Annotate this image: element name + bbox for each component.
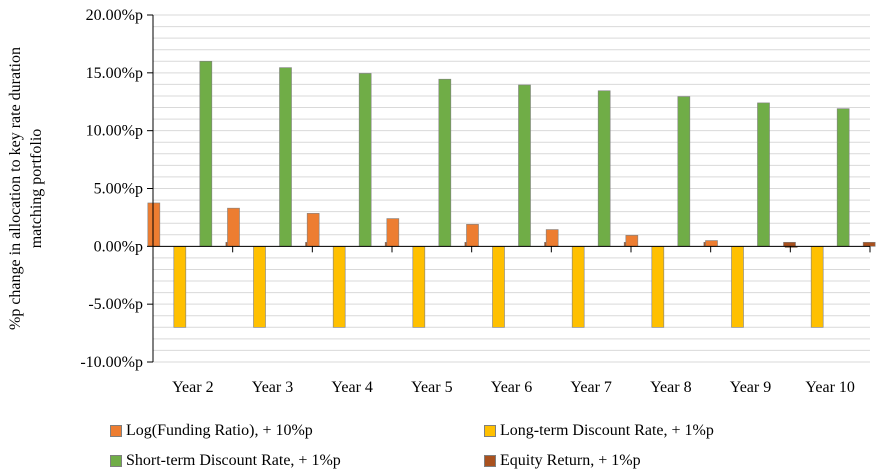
bar xyxy=(862,241,876,247)
bar xyxy=(306,213,320,247)
bar xyxy=(412,246,426,328)
legend-item-equity-return: Equity Return, + 1%p xyxy=(484,452,641,470)
bar xyxy=(705,240,718,247)
x-tick-label: Year 5 xyxy=(411,379,452,396)
legend-item-funding-ratio: Log(Funding Ratio), + 10%p xyxy=(110,422,313,440)
bar xyxy=(518,84,531,247)
bar xyxy=(492,246,505,328)
legend-swatch xyxy=(110,455,122,467)
legend-label: Long-term Discount Rate, + 1%p xyxy=(500,422,714,439)
bar xyxy=(571,246,585,328)
y-axis-label-line-1: %p change in allocation to key rate dura… xyxy=(7,47,24,330)
legend-label: Short-term Discount Rate, + 1%p xyxy=(126,452,341,469)
y-tick-label: 15.00%p xyxy=(86,65,143,82)
bar xyxy=(731,246,744,328)
legend-label: Log(Funding Ratio), + 10%p xyxy=(126,422,313,439)
x-tick-label: Year 8 xyxy=(650,379,691,396)
bar xyxy=(625,235,639,247)
x-tick-label: Year 10 xyxy=(805,379,854,396)
y-tick-labels: 20.00%p 15.00%p 10.00%p 5.00%p 0.00%p -5.00%p… xyxy=(80,7,143,371)
bar xyxy=(386,218,400,247)
bar xyxy=(677,96,691,247)
bar xyxy=(466,224,479,247)
bar xyxy=(783,241,796,247)
x-tick-label: Year 9 xyxy=(730,379,771,396)
axes xyxy=(147,14,871,363)
bar xyxy=(147,202,161,247)
bar xyxy=(651,246,665,328)
bar xyxy=(173,246,187,328)
y-tick-label: -10.00%p xyxy=(80,354,143,371)
bar xyxy=(438,78,452,247)
bar xyxy=(253,246,266,328)
legend-swatch xyxy=(484,425,496,437)
bar xyxy=(757,102,770,247)
bar xyxy=(358,73,372,247)
bar-chart: 20.00%p 15.00%p 10.00%p 5.00%p 0.00%p -5.00%p… xyxy=(7,7,876,396)
bars xyxy=(147,60,876,328)
x-tick-label: Year 2 xyxy=(172,379,213,396)
y-tick-label: 10.00%p xyxy=(86,123,143,140)
legend-item-short-term-discount: Short-term Discount Rate, + 1%p xyxy=(110,452,341,470)
y-tick-label: 5.00%p xyxy=(94,181,143,198)
bar xyxy=(597,90,611,247)
legend-swatch xyxy=(484,455,496,467)
legend-item-long-term-discount: Long-term Discount Rate, + 1%p xyxy=(484,422,714,440)
x-tick-label: Year 4 xyxy=(331,379,372,396)
bar xyxy=(199,60,213,247)
legend-label: Equity Return, + 1%p xyxy=(500,452,641,469)
bar xyxy=(279,67,292,247)
y-tick-label: 0.00%p xyxy=(94,238,143,255)
x-tick-labels: Year 2 Year 3 Year 4 Year 5 Year 6 Year 7 Year… xyxy=(172,379,855,396)
y-axis-label-line-2: matching portfolio xyxy=(28,129,45,249)
bar xyxy=(545,229,559,247)
bar xyxy=(227,207,240,247)
bar xyxy=(332,246,346,328)
x-tick-label: Year 7 xyxy=(570,379,611,396)
gridlines xyxy=(153,14,870,363)
legend-swatch xyxy=(110,425,122,437)
y-tick-label: -5.00%p xyxy=(88,296,143,313)
x-tick-label: Year 3 xyxy=(252,379,293,396)
y-tick-label: 20.00%p xyxy=(86,7,143,24)
bar xyxy=(836,108,850,247)
bar xyxy=(810,246,824,328)
x-tick-label: Year 6 xyxy=(491,379,532,396)
